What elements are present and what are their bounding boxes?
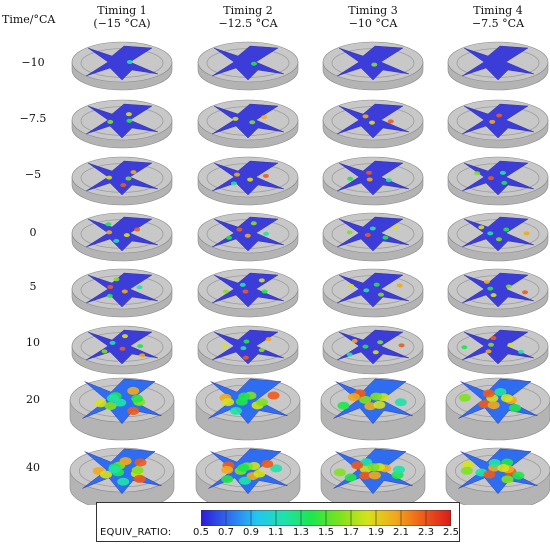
piston-render: [321, 448, 425, 505]
piston-render: [198, 100, 298, 148]
colorbar-tick-label: 1.7: [343, 527, 359, 538]
piston-render: [448, 42, 548, 90]
piston-render: [72, 42, 172, 90]
piston-render: [323, 326, 423, 374]
piston-render: [448, 157, 548, 205]
piston-render: [321, 378, 425, 440]
piston-render: [198, 269, 298, 317]
piston-render: [198, 326, 298, 374]
colorbar-tick-label: 2.1: [393, 527, 409, 538]
piston-render: [198, 157, 298, 205]
colorbar-tick-label: 0.5: [193, 527, 209, 538]
piston-render-grid: [0, 0, 550, 505]
colorbar-tick-label: 1.5: [318, 527, 334, 538]
colorbar-tick-label: 0.7: [218, 527, 234, 538]
colorbar-tick-label: 1.3: [293, 527, 309, 538]
colorbar-tick-label: 0.9: [243, 527, 259, 538]
piston-render: [448, 100, 548, 148]
piston-render: [198, 42, 298, 90]
piston-render: [323, 157, 423, 205]
piston-render: [448, 326, 548, 374]
colorbar-tick-label: 1.9: [368, 527, 384, 538]
colorbar: [201, 510, 451, 526]
piston-render: [72, 157, 172, 205]
piston-render: [446, 378, 550, 440]
piston-render: [323, 269, 423, 317]
piston-render: [446, 448, 550, 505]
piston-render: [323, 213, 423, 261]
piston-render: [72, 213, 172, 261]
piston-render: [448, 269, 548, 317]
piston-render: [196, 378, 300, 440]
legend: EQUIV_RATIO: 0.5 0.7 0.9 1.1 1.3 1.5 1.7 1.9 2.1…: [96, 502, 460, 542]
piston-render: [198, 213, 298, 261]
piston-render: [323, 100, 423, 148]
piston-render: [72, 326, 172, 374]
piston-render: [70, 378, 174, 440]
colorbar-tick-label: 1.1: [268, 527, 284, 538]
colorbar-tick-label: 2.5: [443, 527, 459, 538]
piston-render: [70, 448, 174, 505]
colorbar-tick-label: 2.3: [418, 527, 434, 538]
piston-render: [72, 269, 172, 317]
piston-render: [72, 100, 172, 148]
piston-render: [323, 42, 423, 90]
piston-render: [196, 448, 300, 505]
legend-title: EQUIV_RATIO:: [100, 527, 171, 538]
piston-render: [448, 213, 548, 261]
